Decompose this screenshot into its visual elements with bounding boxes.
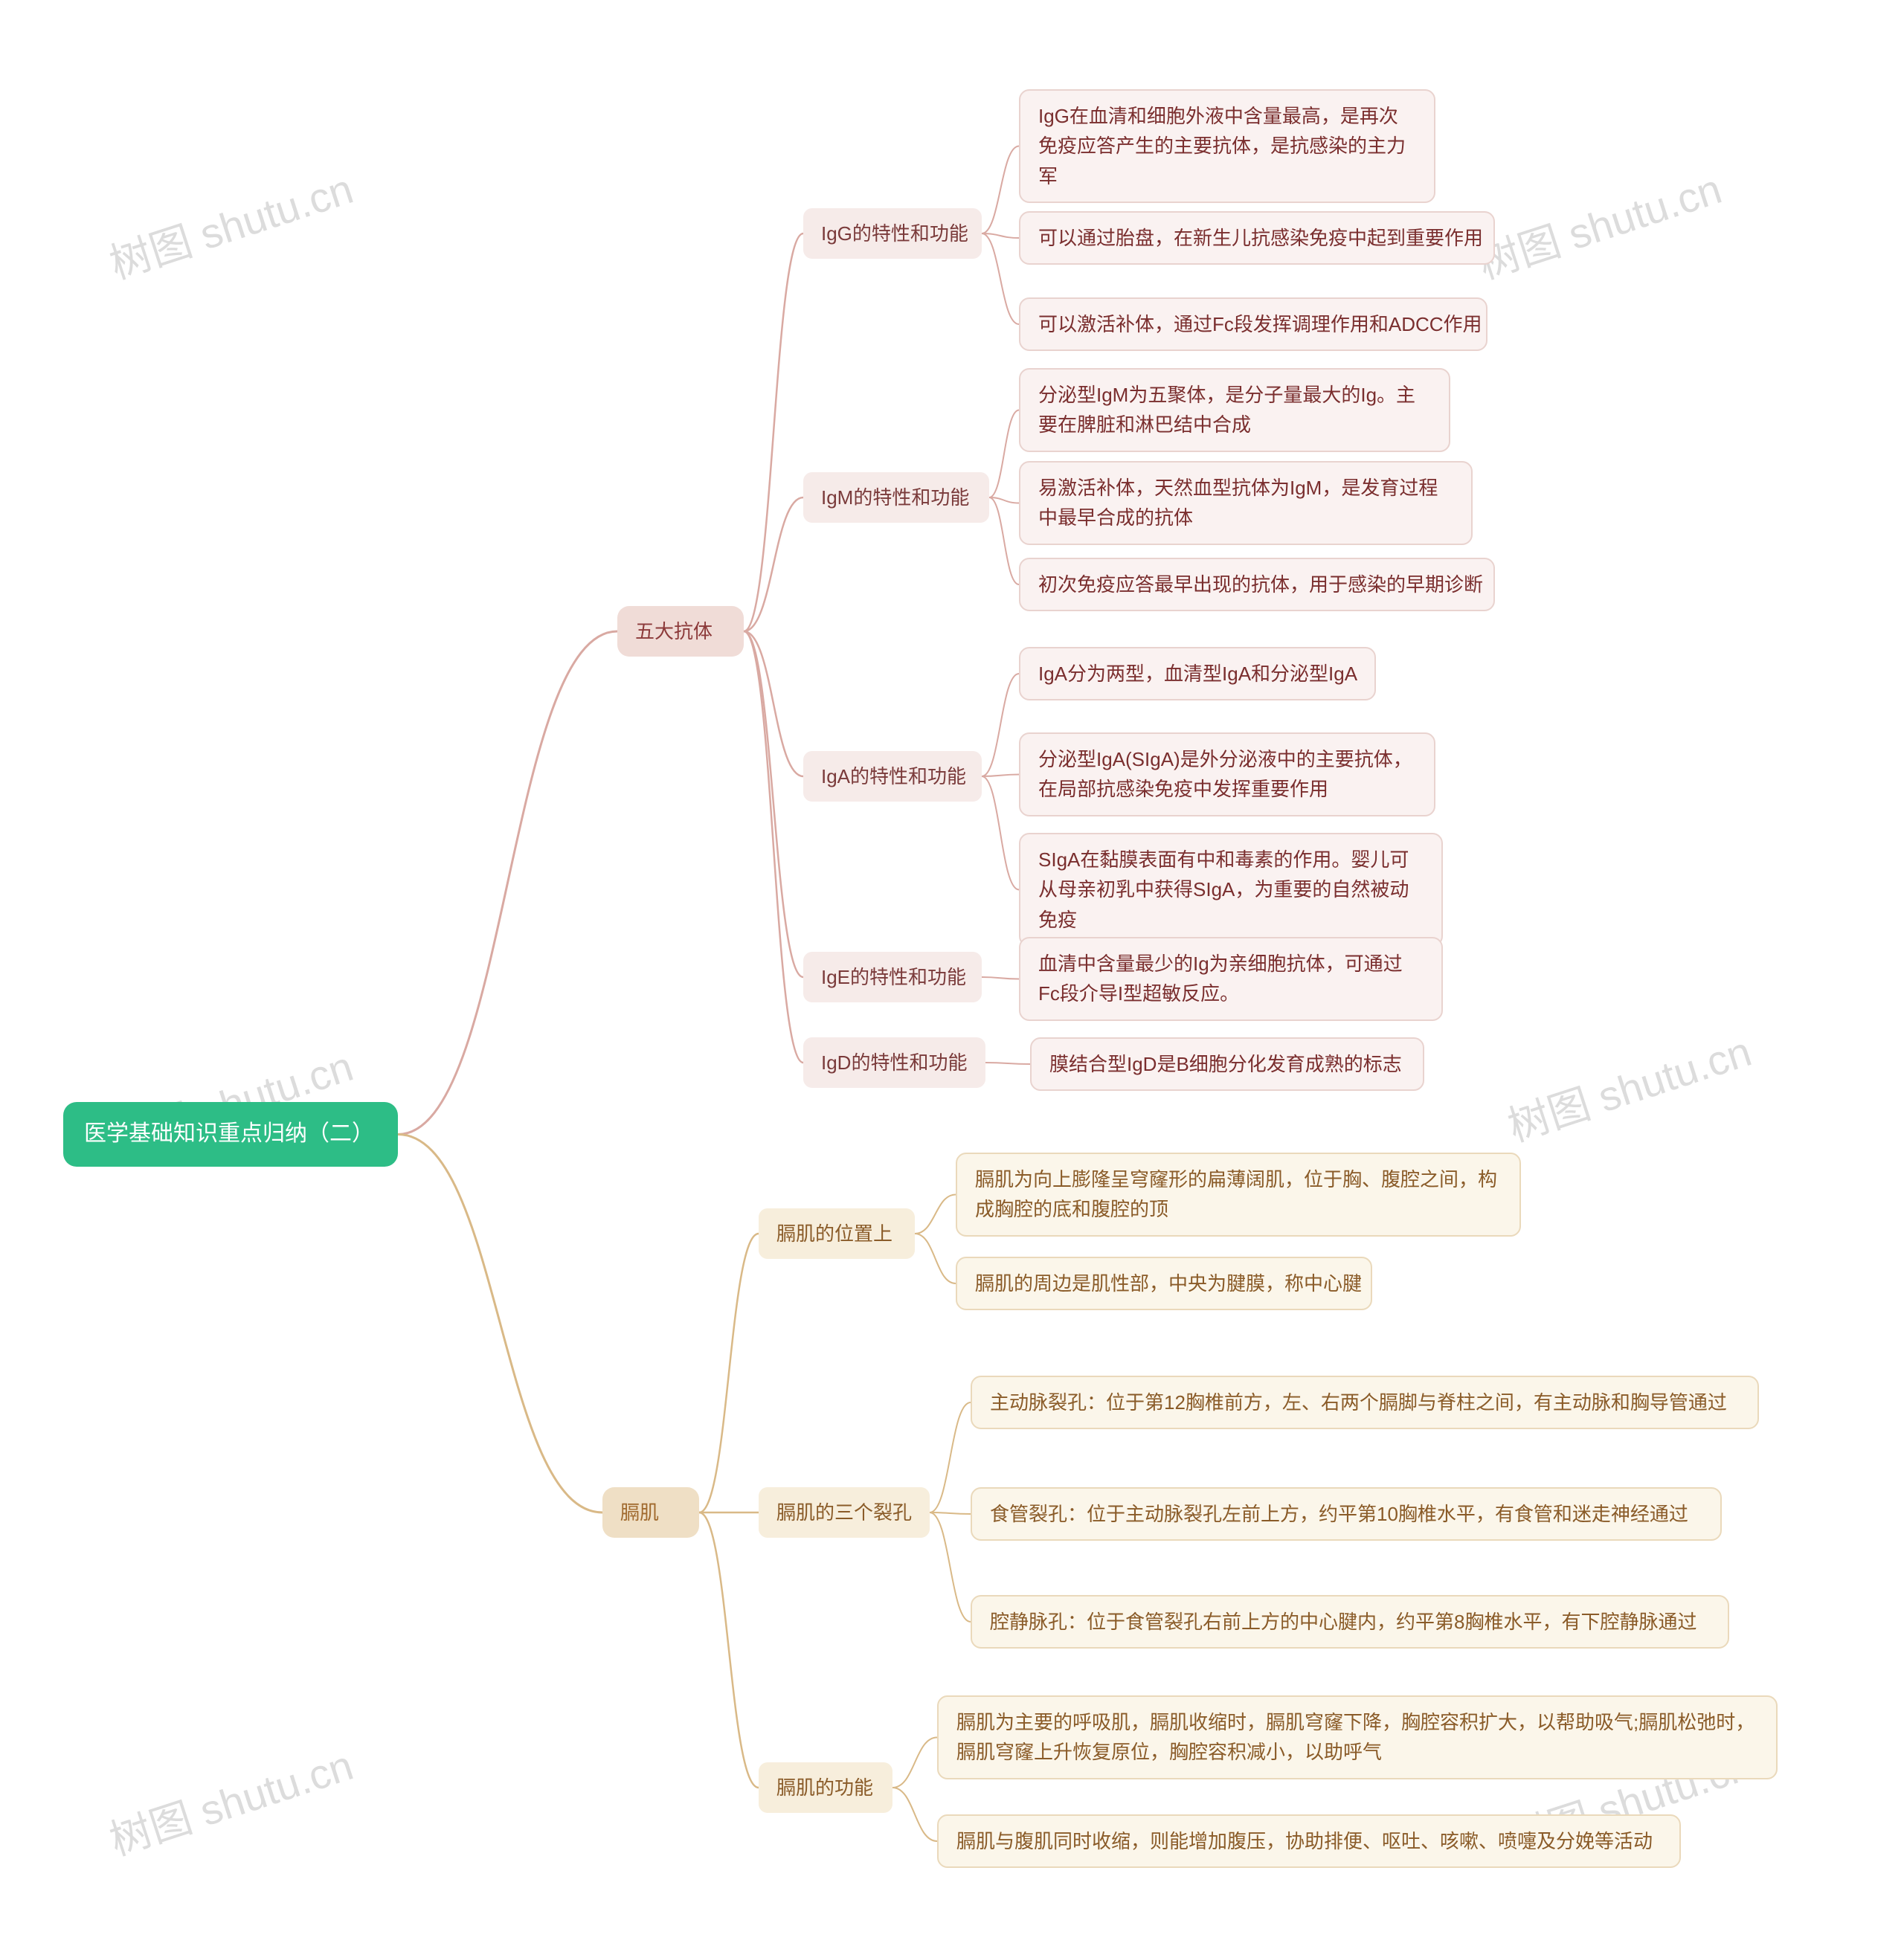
leaf-node-b1c2d2: 易激活补体，天然血型抗体为IgM，是发育过程中最早合成的抗体 xyxy=(1019,461,1473,545)
connector-edge xyxy=(989,410,1019,498)
leaf-node-b2c2d2: 食管裂孔：位于主动脉裂孔左前上方，约平第10胸椎水平，有食管和迷走神经通过 xyxy=(971,1487,1722,1541)
watermark: 树图 shutu.cn xyxy=(1470,156,1728,291)
subnode-b2c3: 膈肌的功能 xyxy=(759,1762,892,1813)
connector-edge xyxy=(744,631,803,1063)
leaf-node-b1c2d1: 分泌型IgM为五聚体，是分子量最大的Ig。主要在脾脏和淋巴结中合成 xyxy=(1019,368,1450,452)
connector-edge xyxy=(915,1234,956,1283)
branch-node-b1: 五大抗体 xyxy=(617,606,744,657)
root-node-root: 医学基础知识重点归纳（二） xyxy=(63,1102,398,1167)
connector-edge xyxy=(744,497,803,631)
leaf-node-b1c5d1: 膜结合型IgD是B细胞分化发育成熟的标志 xyxy=(1030,1037,1424,1091)
leaf-node-b1c3d2: 分泌型IgA(SIgA)是外分泌液中的主要抗体，在局部抗感染免疫中发挥重要作用 xyxy=(1019,732,1435,816)
subnode-b1c3: IgA的特性和功能 xyxy=(803,751,982,802)
connector-edge xyxy=(989,497,1019,503)
connector-edge xyxy=(930,1402,971,1512)
leaf-node-b2c1d2: 膈肌的周边是肌性部，中央为腱膜，称中心腱 xyxy=(956,1257,1372,1310)
connector-edge xyxy=(744,631,803,776)
subnode-b1c2: IgM的特性和功能 xyxy=(803,472,989,523)
connector-edge xyxy=(744,233,803,631)
subnode-b1c1: IgG的特性和功能 xyxy=(803,208,982,259)
connector-edge xyxy=(892,1788,937,1841)
connector-edge xyxy=(930,1512,971,1622)
leaf-node-b1c3d3: SIgA在黏膜表面有中和毒素的作用。婴儿可从母亲初乳中获得SIgA，为重要的自然… xyxy=(1019,833,1443,947)
subnode-b2c2: 膈肌的三个裂孔 xyxy=(759,1487,930,1538)
leaf-node-b1c2d3: 初次免疫应答最早出现的抗体，用于感染的早期诊断 xyxy=(1019,558,1495,611)
leaf-node-b2c3d2: 膈肌与腹肌同时收缩，则能增加腹压，协助排便、呕吐、咳嗽、喷嚏及分娩等活动 xyxy=(937,1814,1681,1868)
connector-edge xyxy=(915,1195,956,1234)
connector-edge xyxy=(989,497,1019,584)
leaf-node-b2c1d1: 膈肌为向上膨隆呈穹窿形的扁薄阔肌，位于胸、腹腔之间，构成胸腔的底和腹腔的顶 xyxy=(956,1153,1521,1237)
subnode-b2c1: 膈肌的位置上 xyxy=(759,1208,915,1259)
connector-edge xyxy=(892,1738,937,1788)
watermark: 树图 shutu.cn xyxy=(1499,1019,1758,1154)
connector-edge xyxy=(982,146,1019,234)
leaf-node-b2c3d1: 膈肌为主要的呼吸肌，膈肌收缩时，膈肌穹窿下降，胸腔容积扩大，以帮助吸气;膈肌松弛… xyxy=(937,1695,1778,1779)
leaf-node-b2c2d1: 主动脉裂孔：位于第12胸椎前方，左、右两个膈脚与脊柱之间，有主动脉和胸导管通过 xyxy=(971,1376,1759,1429)
watermark: 树图 shutu.cn xyxy=(101,156,360,291)
leaf-node-b1c1d3: 可以激活补体，通过Fc段发挥调理作用和ADCC作用 xyxy=(1019,297,1488,351)
leaf-node-b1c1d2: 可以通过胎盘，在新生儿抗感染免疫中起到重要作用 xyxy=(1019,211,1495,265)
leaf-node-b1c1d1: IgG在血清和细胞外液中含量最高，是再次免疫应答产生的主要抗体，是抗感染的主力军 xyxy=(1019,89,1435,203)
leaf-node-b1c3d1: IgA分为两型，血清型IgA和分泌型IgA xyxy=(1019,647,1376,700)
connector-edge xyxy=(982,233,1019,238)
connector-edge xyxy=(699,1512,759,1788)
connector-edge xyxy=(398,1135,602,1513)
subnode-b1c5: IgD的特性和功能 xyxy=(803,1037,985,1088)
connector-edge xyxy=(985,1063,1030,1064)
connector-edge xyxy=(982,233,1019,324)
connector-edge xyxy=(930,1512,971,1514)
connector-edge xyxy=(982,776,1019,890)
connector-edge xyxy=(699,1234,759,1512)
connector-edge xyxy=(744,631,803,977)
connector-edge xyxy=(982,674,1019,776)
connector-edge xyxy=(982,775,1019,777)
connector-edge xyxy=(398,631,617,1135)
connector-edge xyxy=(982,977,1019,979)
branch-node-b2: 膈肌 xyxy=(602,1487,699,1538)
watermark: 树图 shutu.cn xyxy=(101,1733,360,1868)
leaf-node-b2c2d3: 腔静脉孔：位于食管裂孔右前上方的中心腱内，约平第8胸椎水平，有下腔静脉通过 xyxy=(971,1595,1729,1649)
leaf-node-b1c4d1: 血清中含量最少的Ig为亲细胞抗体，可通过Fc段介导I型超敏反应。 xyxy=(1019,937,1443,1021)
subnode-b1c4: IgE的特性和功能 xyxy=(803,952,982,1002)
